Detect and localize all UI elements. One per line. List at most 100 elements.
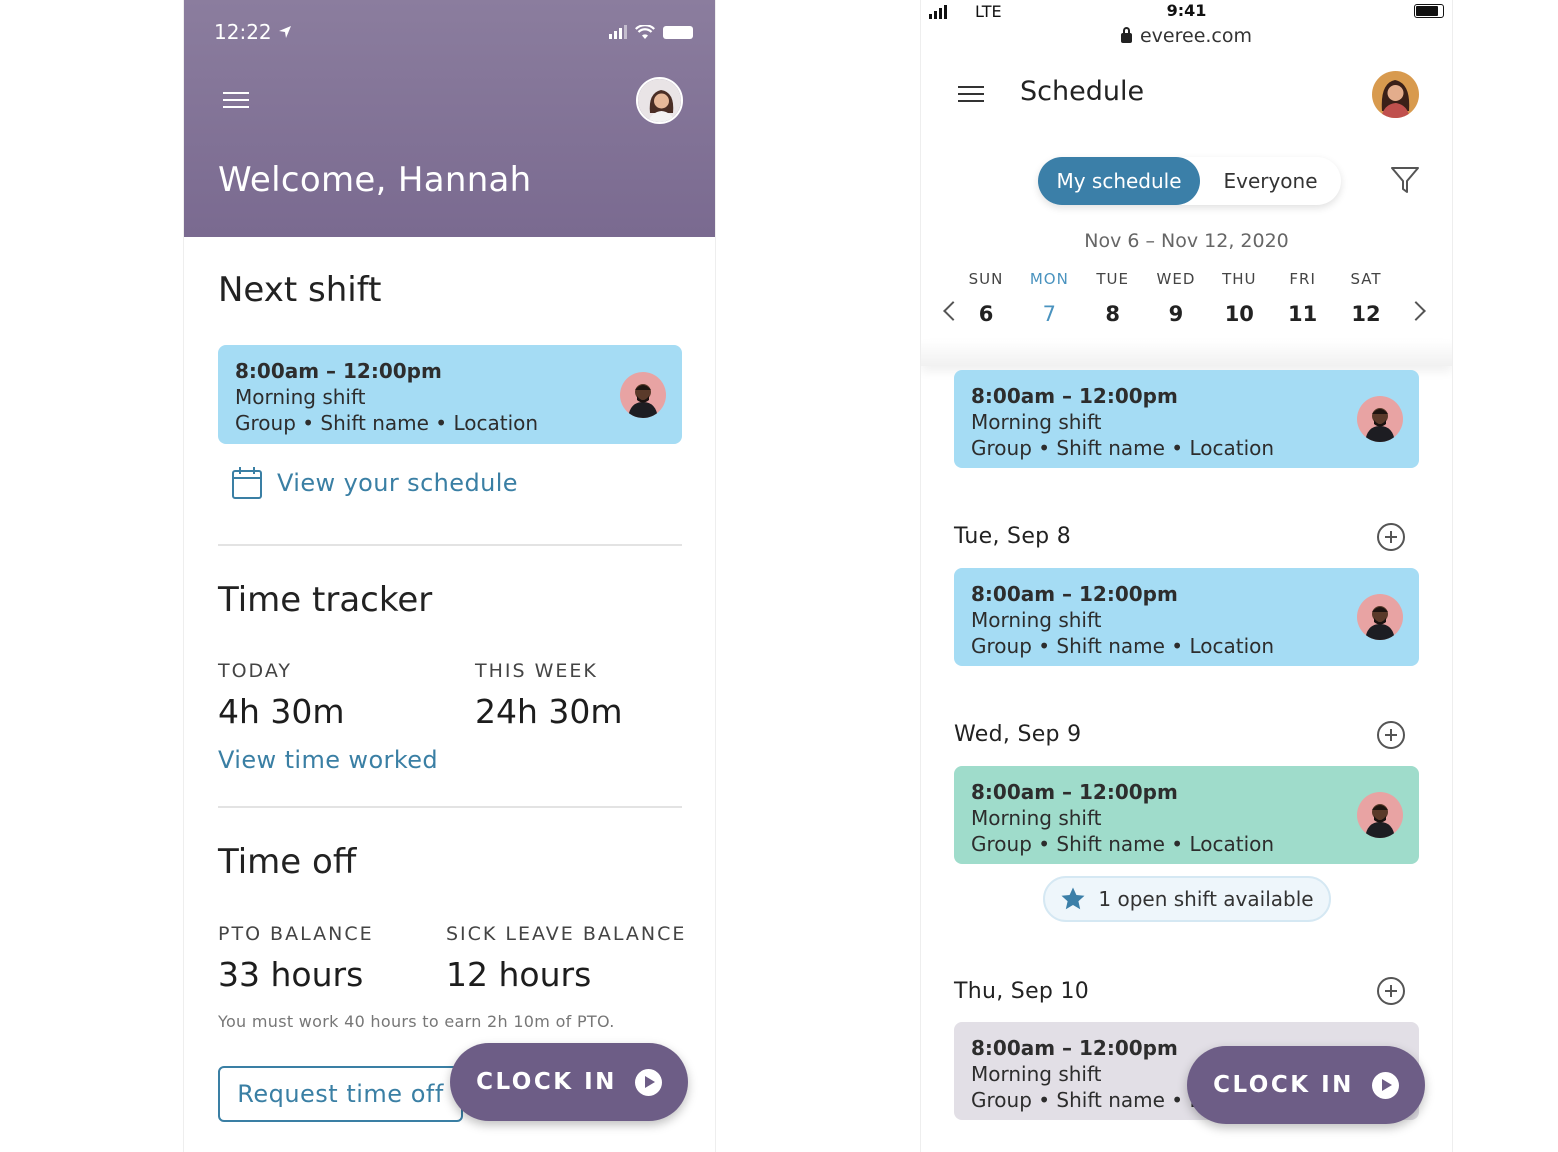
day-sun[interactable]: SUN 6 bbox=[968, 270, 1004, 326]
tab-everyone[interactable]: Everyone bbox=[1223, 169, 1318, 193]
status-time: 12:22 bbox=[214, 20, 272, 44]
clock-in-button[interactable]: CLOCK IN bbox=[1187, 1046, 1425, 1124]
shift-details: Group • Shift name • Location bbox=[971, 832, 1275, 856]
lock-icon bbox=[1120, 27, 1132, 43]
calendar-icon bbox=[232, 467, 262, 499]
next-shift-card[interactable]: 8:00am – 12:00pm Morning shift Group • S… bbox=[218, 345, 682, 444]
schedule-toggle: My schedule Everyone bbox=[1038, 157, 1341, 205]
sick-leave-label: SICK LEAVE BALANCE bbox=[446, 923, 687, 945]
day-wed[interactable]: WED 9 bbox=[1156, 270, 1196, 326]
shift-card[interactable]: 8:00am – 12:00pm Morning shift Group • S… bbox=[954, 370, 1419, 468]
signal-icon bbox=[929, 5, 947, 19]
day-heading-tue: Tue, Sep 8 bbox=[954, 524, 1072, 549]
week-value: 24h 30m bbox=[475, 692, 623, 731]
carrier-label: LTE bbox=[975, 2, 1002, 21]
status-bar: LTE 9:41 bbox=[921, 0, 1452, 24]
add-shift-icon[interactable] bbox=[1377, 977, 1405, 1005]
chevron-right-icon[interactable] bbox=[1406, 301, 1426, 321]
request-time-off-label: Request time off bbox=[237, 1080, 444, 1108]
worker-avatar bbox=[1357, 396, 1403, 442]
shift-time: 8:00am – 12:00pm bbox=[971, 582, 1178, 606]
welcome-text: Welcome, Hannah bbox=[218, 160, 532, 200]
shift-name: Morning shift bbox=[971, 410, 1102, 434]
pto-note: You must work 40 hours to earn 2h 10m of… bbox=[218, 1012, 615, 1031]
shift-time: 8:00am – 12:00pm bbox=[971, 1036, 1178, 1060]
user-avatar[interactable] bbox=[1372, 71, 1419, 118]
signal-icon bbox=[609, 25, 627, 39]
shift-time: 8:00am – 12:00pm bbox=[971, 384, 1178, 408]
time-tracker-title: Time tracker bbox=[218, 580, 433, 620]
open-shift-label: 1 open shift available bbox=[1098, 887, 1314, 911]
add-shift-icon[interactable] bbox=[1377, 523, 1405, 551]
time-off-title: Time off bbox=[218, 842, 357, 882]
today-value: 4h 30m bbox=[218, 692, 345, 731]
pto-label: PTO BALANCE bbox=[218, 923, 374, 945]
request-time-off-button[interactable]: Request time off bbox=[218, 1066, 463, 1122]
status-bar: 12:22 bbox=[214, 18, 693, 46]
pto-value: 33 hours bbox=[218, 955, 364, 994]
shift-details: Group • Shift name • Location bbox=[235, 411, 539, 435]
home-screen: 12:22 Welcome, Hannah Next shift 8:00am … bbox=[183, 0, 716, 1152]
location-arrow-icon bbox=[278, 26, 291, 38]
day-heading-wed: Wed, Sep 9 bbox=[954, 722, 1082, 747]
shift-details: Group • Shift name • Location bbox=[971, 436, 1275, 460]
sick-leave-stat: SICK LEAVE BALANCE 12 hours bbox=[446, 923, 686, 994]
shift-card[interactable]: 8:00am – 12:00pm Morning shift Group • S… bbox=[954, 766, 1419, 864]
wifi-icon bbox=[635, 24, 655, 39]
menu-icon[interactable] bbox=[223, 92, 249, 108]
shift-name: Morning shift bbox=[971, 608, 1102, 632]
welcome-header: 12:22 Welcome, Hannah bbox=[184, 0, 715, 237]
user-avatar[interactable] bbox=[636, 77, 683, 124]
battery-icon bbox=[663, 25, 693, 39]
schedule-screen: LTE 9:41 everee.com Schedule My schedule… bbox=[920, 0, 1453, 1152]
day-fri[interactable]: FRI 11 bbox=[1288, 270, 1318, 326]
battery-icon bbox=[1414, 4, 1444, 18]
shift-time: 8:00am – 12:00pm bbox=[971, 780, 1178, 804]
day-heading-thu: Thu, Sep 10 bbox=[954, 979, 1090, 1004]
clock-in-label: CLOCK IN bbox=[1213, 1072, 1354, 1098]
add-shift-icon[interactable] bbox=[1377, 721, 1405, 749]
sick-leave-value: 12 hours bbox=[446, 955, 592, 994]
status-time: 9:41 bbox=[1166, 1, 1207, 20]
worker-avatar bbox=[1357, 792, 1403, 838]
play-icon bbox=[634, 1068, 662, 1096]
star-icon bbox=[1061, 887, 1085, 910]
shift-details: Group • Shift name • Location bbox=[971, 634, 1275, 658]
day-mon[interactable]: MON 7 bbox=[1029, 270, 1069, 326]
shift-card[interactable]: 8:00am – 12:00pm Morning shift Group • S… bbox=[954, 568, 1419, 666]
day-thu[interactable]: THU 10 bbox=[1222, 270, 1257, 326]
day-sat[interactable]: SAT 12 bbox=[1350, 270, 1382, 326]
shift-details: Group • Shift name • L bbox=[971, 1088, 1201, 1112]
today-label: TODAY bbox=[218, 660, 292, 682]
chevron-left-icon[interactable] bbox=[943, 301, 963, 321]
shift-name: Morning shift bbox=[971, 806, 1102, 830]
page-title: Schedule bbox=[1020, 76, 1145, 107]
day-tue[interactable]: TUE 8 bbox=[1096, 270, 1129, 326]
view-schedule-label: View your schedule bbox=[277, 469, 518, 497]
today-stat: TODAY 4h 30m bbox=[218, 660, 345, 731]
week-strip: SUN 6 MON 7 TUE 8 WED 9 THU 10 FRI 11 SAT 12 bbox=[966, 270, 1386, 326]
shift-name: Morning shift bbox=[235, 385, 366, 409]
open-shift-badge[interactable]: 1 open shift available bbox=[1043, 876, 1331, 922]
play-icon bbox=[1371, 1071, 1399, 1099]
worker-avatar bbox=[620, 371, 666, 418]
shift-time: 8:00am – 12:00pm bbox=[235, 359, 442, 383]
worker-avatar bbox=[1357, 594, 1403, 640]
divider bbox=[218, 806, 682, 808]
url-bar[interactable]: everee.com bbox=[921, 25, 1452, 47]
url-text: everee.com bbox=[1139, 25, 1252, 47]
clock-in-button[interactable]: CLOCK IN bbox=[450, 1043, 688, 1121]
view-time-worked-link[interactable]: View time worked bbox=[218, 746, 439, 774]
tab-my-schedule[interactable]: My schedule bbox=[1038, 157, 1200, 205]
next-shift-title: Next shift bbox=[218, 270, 382, 310]
date-range: Nov 6 – Nov 12, 2020 bbox=[1084, 230, 1289, 252]
week-label: THIS WEEK bbox=[475, 660, 598, 682]
shift-name: Morning shift bbox=[971, 1062, 1102, 1086]
view-schedule-link[interactable]: View your schedule bbox=[231, 466, 518, 500]
menu-icon[interactable] bbox=[958, 86, 984, 102]
pto-stat: PTO BALANCE 33 hours bbox=[218, 923, 374, 994]
header-divider bbox=[921, 340, 1452, 366]
week-stat: THIS WEEK 24h 30m bbox=[475, 660, 623, 731]
divider bbox=[218, 544, 682, 546]
filter-icon[interactable] bbox=[1389, 164, 1421, 196]
